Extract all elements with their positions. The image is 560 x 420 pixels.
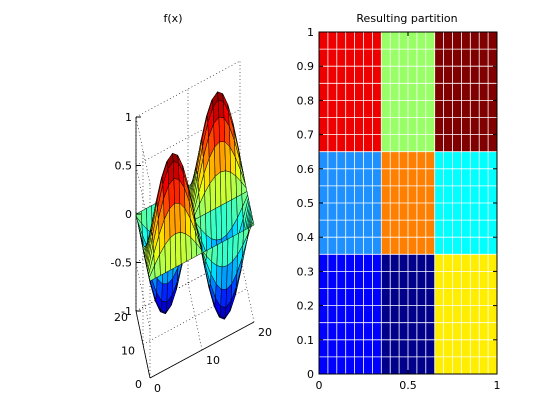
surface-patch bbox=[211, 244, 218, 266]
z-tick-label: 1 bbox=[125, 111, 132, 124]
partition-region-8 bbox=[434, 32, 497, 152]
surface-patch bbox=[214, 141, 221, 177]
surface-patch bbox=[218, 116, 226, 143]
y-tick-label: 0 bbox=[307, 368, 314, 381]
surface-patch bbox=[174, 203, 181, 235]
y-tick-label: 1 bbox=[307, 26, 314, 39]
y-tick-label: 0.6 bbox=[297, 163, 315, 176]
y-tick-label: 0.9 bbox=[297, 60, 315, 73]
surface-patch bbox=[220, 202, 228, 240]
surface-patch bbox=[215, 205, 222, 241]
surface-patch bbox=[220, 289, 227, 308]
surface-patch bbox=[169, 202, 176, 239]
partition-cells bbox=[319, 32, 497, 374]
surface-patch bbox=[161, 283, 168, 303]
y-tick-label: 0.2 bbox=[297, 300, 315, 313]
partition-axes: 0 0.1 0.2 0.3 0.4 0.5 0.6 0.7 0.8 0.9 1 0 0.5 1 bbox=[297, 26, 501, 392]
side-wall-grid-line bbox=[135, 60, 241, 118]
surface-patch bbox=[214, 171, 222, 209]
surface-patch bbox=[216, 241, 224, 268]
z-tick-label: 0.5 bbox=[115, 160, 133, 173]
surface-patch bbox=[175, 231, 182, 268]
y-tick-label: 0.5 bbox=[297, 197, 315, 210]
z-tick-label: -0.5 bbox=[111, 257, 132, 270]
floor-grid-line bbox=[239, 254, 255, 323]
x-tick-label: 20 bbox=[258, 326, 272, 339]
partition-region-6 bbox=[319, 32, 382, 152]
y-tick-label: 0.8 bbox=[297, 94, 315, 107]
x-tick-label: 1 bbox=[494, 379, 501, 392]
z-tick-label: 0 bbox=[125, 208, 132, 221]
surface-patch bbox=[205, 210, 212, 240]
floor-grid-line bbox=[187, 282, 203, 351]
z-tick-label: -1 bbox=[121, 305, 132, 318]
x-tick-label: 0 bbox=[316, 379, 323, 392]
surface-patch bbox=[220, 170, 227, 206]
x-tick-label: 10 bbox=[206, 354, 220, 367]
partition-region-2 bbox=[434, 254, 497, 374]
surface-patch bbox=[221, 238, 229, 268]
surface-patch bbox=[169, 233, 177, 271]
surface-patch bbox=[219, 306, 227, 319]
partition-region-0 bbox=[319, 254, 382, 374]
y-tick-label: 0.7 bbox=[297, 129, 315, 142]
surface-patch bbox=[210, 207, 217, 241]
y-tick-label: 0.1 bbox=[297, 334, 315, 347]
back-wall-grid-line bbox=[135, 262, 151, 330]
back-wall-grid-line bbox=[135, 116, 151, 185]
y-tick-label: 0.3 bbox=[297, 265, 315, 278]
surface-title: f(x) bbox=[164, 12, 183, 25]
partition-plot: Resulting partition 00.10.20.30.40.50.60… bbox=[297, 12, 501, 392]
surface-patch bbox=[219, 141, 226, 173]
y-tick-label: 0.4 bbox=[297, 231, 315, 244]
partition-title: Resulting partition bbox=[356, 12, 457, 25]
surface-patch bbox=[225, 170, 232, 204]
y-tick-label: 10 bbox=[121, 345, 135, 358]
surface-patch bbox=[180, 231, 187, 265]
y-tick-label: 20 bbox=[114, 311, 128, 324]
y-tick-label: 0 bbox=[135, 378, 142, 391]
axis-edge bbox=[135, 310, 151, 379]
surface-patch bbox=[221, 265, 228, 290]
surface-patch bbox=[173, 178, 181, 204]
surface-patch bbox=[247, 220, 255, 234]
x-tick-label: 0 bbox=[154, 382, 161, 395]
axis-edge bbox=[149, 321, 255, 379]
x-tick-label: 0.5 bbox=[399, 379, 417, 392]
surface-mesh bbox=[135, 91, 255, 321]
surface-patch bbox=[160, 300, 168, 313]
